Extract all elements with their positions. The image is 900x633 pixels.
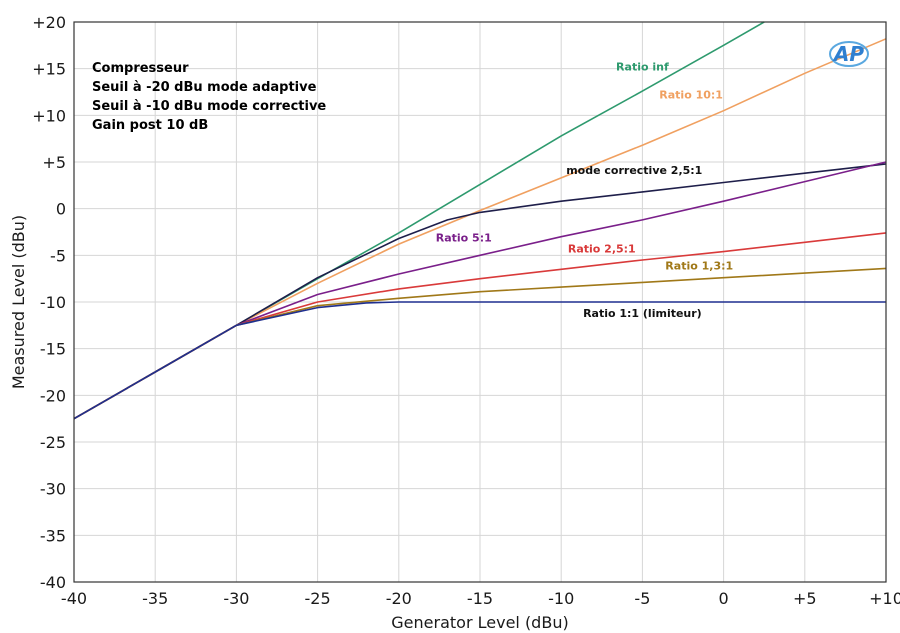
series-label-3: Ratio 5:1 <box>436 231 492 244</box>
y-tick-label: -20 <box>40 386 66 405</box>
y-axis-label: Measured Level (dBu) <box>9 215 28 389</box>
y-tick-label: +5 <box>42 153 66 172</box>
annotation-block: Compresseur Seuil à -20 dBu mode adaptiv… <box>92 61 326 133</box>
x-tick-label: +10 <box>869 589 900 608</box>
ap-logo-icon: AP <box>829 41 869 67</box>
svg-text:AP: AP <box>832 42 864 66</box>
y-tick-label: 0 <box>56 200 66 219</box>
annotation-line-3: Seuil à -10 dBu mode corrective <box>92 99 326 114</box>
annotation-line-1: Compresseur <box>92 61 189 76</box>
series-labels: Ratio inf Ratio 10:1 mode corrective 2,5:1… <box>436 61 733 320</box>
y-tick-label: -5 <box>50 246 66 265</box>
series-label-1: Ratio 10:1 <box>659 89 723 102</box>
series-layer <box>73 21 887 420</box>
x-tick-label: -5 <box>634 589 650 608</box>
x-tick-label: -35 <box>142 589 168 608</box>
x-tick-label: -15 <box>467 589 493 608</box>
x-tick-label: 0 <box>719 589 729 608</box>
y-tick-label: -10 <box>40 293 66 312</box>
y-tick-label: +20 <box>32 13 66 32</box>
x-tick-label: -40 <box>61 589 87 608</box>
annotation-line-4: Gain post 10 dB <box>92 118 208 133</box>
x-tick-label: -25 <box>305 589 331 608</box>
x-tick-label: -10 <box>548 589 574 608</box>
y-tick-label: +15 <box>32 60 66 79</box>
series-label-6: Ratio 1:1 (limiteur) <box>583 307 702 320</box>
x-axis-label: Generator Level (dBu) <box>391 613 568 632</box>
y-tick-label: -25 <box>40 433 66 452</box>
plot-frame <box>73 21 887 583</box>
y-tick-label: -40 <box>40 573 66 592</box>
x-tick-label: -30 <box>223 589 249 608</box>
series-label-4: Ratio 2,5:1 <box>568 243 636 256</box>
y-tick-label: +10 <box>32 106 66 125</box>
y-tick-label: -15 <box>40 340 66 359</box>
series-label-0: Ratio inf <box>616 61 669 74</box>
series-line-6 <box>73 301 886 420</box>
series-label-5: Ratio 1,3:1 <box>665 259 733 272</box>
y-tick-label: -30 <box>40 480 66 499</box>
y-tick-label: -35 <box>40 526 66 545</box>
x-tick-label: -20 <box>386 589 412 608</box>
x-tick-label: +5 <box>793 589 817 608</box>
series-label-2: mode corrective 2,5:1 <box>566 164 702 177</box>
annotation-line-2: Seuil à -20 dBu mode adaptive <box>92 80 317 95</box>
y-tick-labels: -40 -35 -30 -25 -20 -15 -10 -5 0 +5 +10 +15 +20 <box>32 13 66 592</box>
x-tick-labels: -40 -35 -30 -25 -20 -15 -10 -5 0 +5 +10 <box>61 589 900 608</box>
